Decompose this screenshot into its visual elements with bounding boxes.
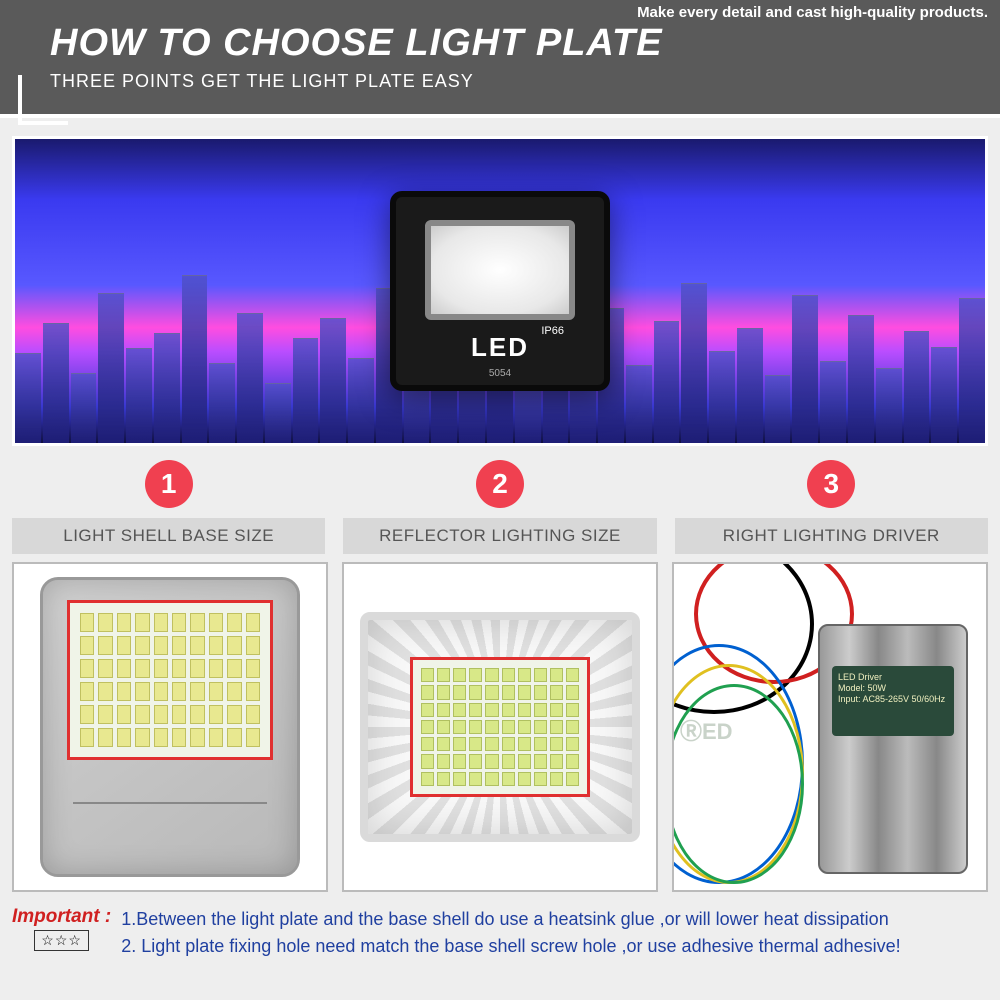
driver-line2: Model: 50W [838, 683, 948, 694]
point-2: 2 REFLECTOR LIGHTING SIZE [343, 460, 656, 554]
led-panel-face [425, 220, 575, 320]
aluminum-shell [40, 577, 300, 877]
title-wrap: HOW TO CHOOSE LIGHT PLATE THREE POINTS G… [50, 22, 663, 92]
footer-left: Important : ☆☆☆ [12, 906, 111, 951]
pcb-board-1 [67, 600, 273, 760]
reflector-housing [360, 612, 640, 842]
led-driver-unit: LED Driver Model: 50W Input: AC85-265V 5… [818, 624, 968, 874]
number-badge-3: 3 [807, 460, 855, 508]
led-model-text: 5054 [489, 368, 511, 379]
number-badge-1: 1 [145, 460, 193, 508]
points-row: 1 LIGHT SHELL BASE SIZE 2 REFLECTOR LIGH… [12, 460, 988, 554]
image-driver: LED Driver Model: 50W Input: AC85-265V 5… [672, 562, 988, 892]
image-shell-base [12, 562, 328, 892]
number-badge-2: 2 [476, 460, 524, 508]
driver-line1: LED Driver [838, 672, 948, 683]
images-row: LED Driver Model: 50W Input: AC85-265V 5… [12, 562, 988, 892]
ip-rating-text: IP66 [541, 325, 564, 337]
main-title: HOW TO CHOOSE LIGHT PLATE [50, 22, 663, 65]
tagline-text: Make every detail and cast high-quality … [637, 4, 988, 21]
image-reflector [342, 562, 658, 892]
footer-line-1: 1.Between the light plate and the base s… [121, 906, 900, 933]
shell-ridge [73, 802, 267, 804]
important-label: Important : [12, 906, 111, 928]
led-floodlight-product: IP66 LED 5054 [390, 191, 610, 391]
point-2-label: REFLECTOR LIGHTING SIZE [343, 518, 656, 554]
hero-image: IP66 LED 5054 [12, 136, 988, 446]
footer-notes: Important : ☆☆☆ 1.Between the light plat… [12, 906, 988, 960]
point-1-label: LIGHT SHELL BASE SIZE [12, 518, 325, 554]
footer-text: 1.Between the light plate and the base s… [121, 906, 900, 960]
header-banner: Make every detail and cast high-quality … [0, 0, 1000, 118]
driver-spec-label: LED Driver Model: 50W Input: AC85-265V 5… [832, 666, 954, 736]
point-3: 3 RIGHT LIGHTING DRIVER [675, 460, 988, 554]
wire-green [672, 684, 804, 884]
subtitle: THREE POINTS GET THE LIGHT PLATE EASY [50, 71, 663, 92]
pcb-board-2 [410, 657, 590, 797]
point-3-label: RIGHT LIGHTING DRIVER [675, 518, 988, 554]
driver-scene: LED Driver Model: 50W Input: AC85-265V 5… [674, 564, 986, 890]
led-label-text: LED [471, 332, 529, 363]
point-1: 1 LIGHT SHELL BASE SIZE [12, 460, 325, 554]
driver-line3: Input: AC85-265V 50/60Hz [838, 694, 948, 705]
footer-line-2: 2. Light plate fixing hole need match th… [121, 933, 900, 960]
stars-rating: ☆☆☆ [34, 930, 89, 951]
